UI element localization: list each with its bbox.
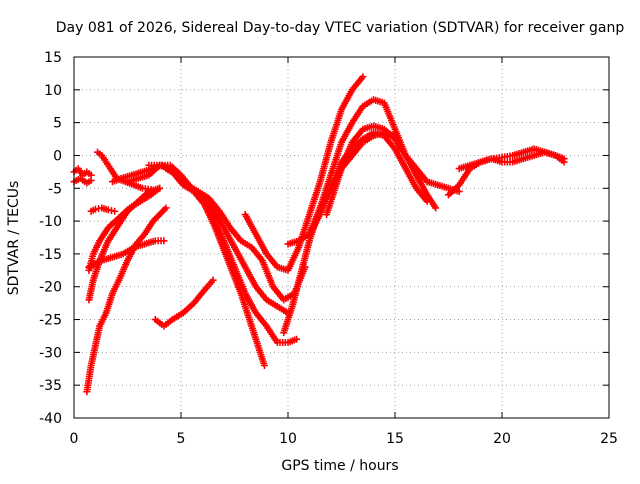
series-arc-a — [83, 204, 170, 396]
y-tick-label: -10 — [39, 214, 62, 230]
series-arc-m — [151, 276, 217, 330]
y-tick-label: -25 — [39, 313, 62, 329]
data-point — [160, 237, 168, 245]
series-arc-r — [305, 128, 399, 238]
x-tick-label: 15 — [386, 431, 404, 447]
x-tick-label: 0 — [70, 431, 79, 447]
series-arc-t — [455, 145, 568, 173]
data-point — [156, 184, 164, 192]
series-arc-n — [241, 73, 367, 274]
series-arc-g — [70, 174, 95, 187]
data-point — [162, 204, 170, 212]
y-tick-label: -40 — [39, 411, 62, 427]
x-tick-label: 25 — [600, 431, 618, 447]
data-point — [87, 176, 95, 184]
data-point — [147, 186, 155, 194]
data-point — [560, 158, 568, 166]
data-point — [293, 335, 301, 343]
data-point — [455, 188, 463, 196]
y-tick-label: 15 — [44, 50, 62, 66]
x-tick-label: 5 — [177, 431, 186, 447]
x-axis-label: GPS time / hours — [281, 458, 398, 474]
y-axis-label: SDTVAR / TECUs — [6, 181, 22, 296]
x-tick-label: 20 — [493, 431, 511, 447]
series-arc-e — [87, 204, 119, 215]
y-tick-label: -15 — [39, 247, 62, 263]
data-point — [359, 73, 367, 81]
grid-lines — [74, 57, 609, 418]
y-tick-label: 5 — [53, 116, 62, 132]
y-tick-label: 0 — [53, 148, 62, 164]
data-point — [111, 207, 119, 215]
data-point — [260, 361, 268, 369]
y-tick-label: -20 — [39, 280, 62, 296]
y-tick-label: 10 — [44, 83, 62, 99]
y-tick-label: -35 — [39, 378, 62, 394]
series-arc-c — [85, 184, 164, 274]
series-arc-d — [85, 237, 168, 271]
axes: 0 5 10 15 20 25 -40 -35 -30 -25 -20 -15 -10 -5 0 5 10 15 — [39, 50, 618, 447]
plot-border — [73, 56, 610, 419]
data-point — [209, 276, 217, 284]
data-point — [423, 197, 431, 205]
x-tick-label: 10 — [279, 431, 297, 447]
chart-title: Day 081 of 2026, Sidereal Day-to-day VTE… — [56, 20, 625, 36]
y-tick-label: -30 — [39, 345, 62, 361]
data-points — [70, 73, 568, 396]
data-point — [432, 204, 440, 212]
data-point — [391, 132, 399, 140]
y-tick-label: -5 — [48, 181, 62, 197]
series-arc-o — [280, 96, 440, 337]
